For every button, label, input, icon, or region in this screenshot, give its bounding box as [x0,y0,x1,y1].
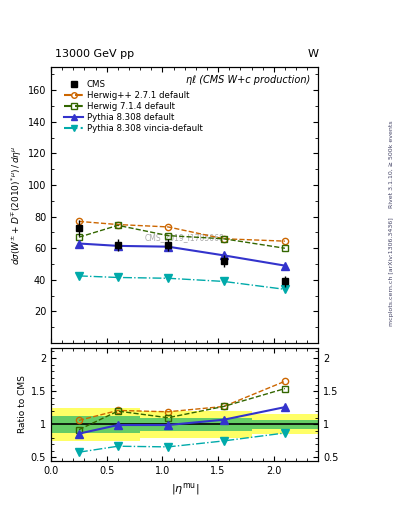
Text: Rivet 3.1.10, ≥ 500k events: Rivet 3.1.10, ≥ 500k events [389,120,393,208]
Y-axis label: Ratio to CMS: Ratio to CMS [18,375,27,434]
Legend: CMS, Herwig++ 2.7.1 default, Herwig 7.1.4 default, Pythia 8.308 default, Pythia : CMS, Herwig++ 2.7.1 default, Herwig 7.1.… [61,76,206,137]
Text: 13000 GeV pp: 13000 GeV pp [55,49,134,59]
X-axis label: $|\eta^{\mathrm{mu}}|$: $|\eta^{\mathrm{mu}}|$ [171,481,199,497]
Y-axis label: $d\sigma(W^{\pm} + D^{\mp}(2010)^{*\,\mu})\,/\,d\eta^{\mu}$: $d\sigma(W^{\pm} + D^{\mp}(2010)^{*\,\mu… [9,145,24,265]
Text: mcplots.cern.ch [arXiv:1306.3436]: mcplots.cern.ch [arXiv:1306.3436] [389,217,393,326]
Text: ηℓ (CMS W+c production): ηℓ (CMS W+c production) [186,75,310,85]
Text: W: W [307,49,318,59]
Text: CMS_2019_I1705068: CMS_2019_I1705068 [145,233,224,243]
